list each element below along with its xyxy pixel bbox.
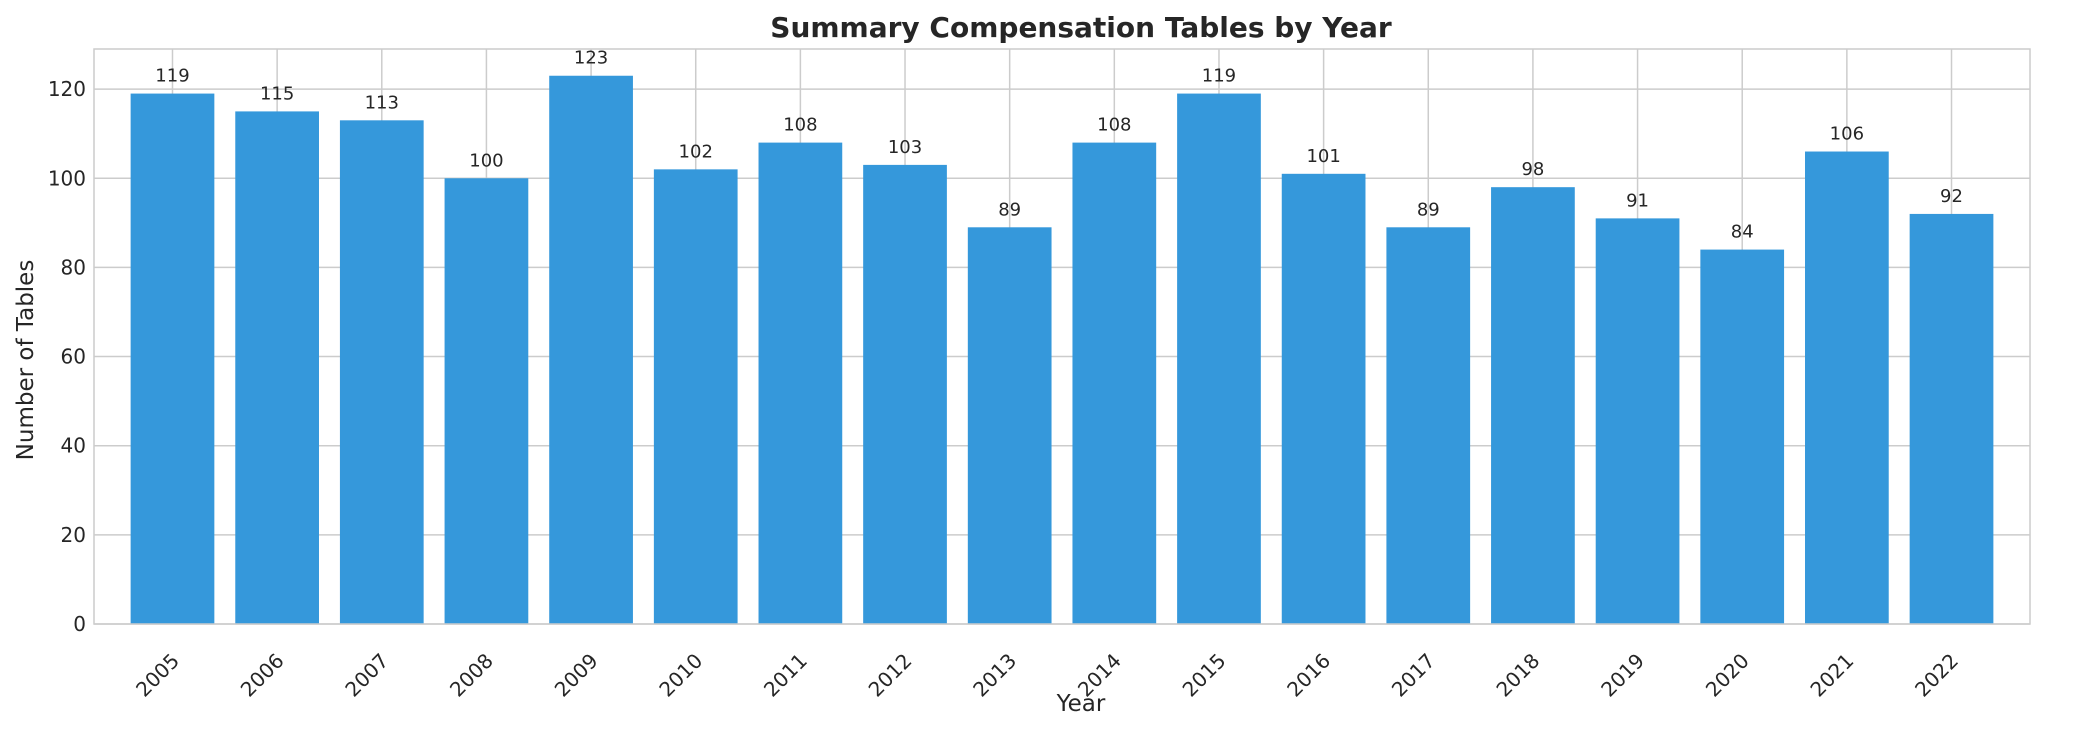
bar-2008 — [444, 178, 529, 625]
data-label-2015: 119 — [1202, 66, 1236, 87]
bar-2005 — [130, 93, 215, 624]
data-label-2014: 108 — [1097, 115, 1131, 136]
x-tick-label: 2006 — [236, 649, 289, 702]
data-label-2006: 115 — [260, 83, 294, 104]
data-labels: 119 115 113 100 123 102 108 103 89 108 119 101 89 98 9… — [155, 48, 1963, 243]
x-tick-label: 2017 — [1387, 649, 1440, 702]
bar-2011 — [758, 142, 843, 624]
data-label-2016: 101 — [1306, 146, 1340, 167]
bar-2006 — [235, 111, 319, 625]
bar-2019 — [1595, 218, 1680, 624]
x-tick-label: 2019 — [1596, 649, 1649, 702]
data-label-2007: 113 — [365, 92, 399, 113]
x-tick-label: 2011 — [759, 649, 812, 702]
bar-2014 — [1072, 142, 1157, 624]
bar-2018 — [1491, 187, 1575, 625]
bar-2007 — [339, 120, 424, 624]
x-tick-label: 2005 — [131, 649, 184, 702]
y-tick-label: 80 — [61, 255, 86, 279]
x-tick-label: 2018 — [1491, 649, 1544, 702]
data-label-2022: 92 — [1940, 186, 1963, 207]
x-tick-label: 2016 — [1282, 649, 1335, 702]
x-tick-label: 2012 — [864, 649, 917, 702]
x-tick-label: 2015 — [1178, 649, 1231, 702]
data-label-2020: 84 — [1731, 222, 1754, 243]
bar-2012 — [863, 164, 947, 624]
bar-2016 — [1281, 173, 1366, 624]
data-label-2011: 108 — [783, 115, 817, 136]
y-tick-label: 60 — [61, 345, 86, 369]
y-tick-label: 120 — [48, 77, 86, 101]
x-tick-label: 2021 — [1805, 649, 1858, 702]
bar-2010 — [653, 169, 738, 625]
x-tick-label: 2020 — [1701, 649, 1754, 702]
bar-2021 — [1805, 151, 1889, 624]
x-tick-label: 2022 — [1910, 649, 1963, 702]
bar-2015 — [1177, 93, 1261, 624]
bar-2022 — [1909, 213, 1994, 624]
data-label-2009: 123 — [574, 48, 608, 69]
data-label-2005: 119 — [155, 66, 189, 87]
x-axis-label: Year — [1056, 691, 1106, 717]
y-tick-label: 100 — [48, 166, 86, 190]
x-tick-label: 2009 — [550, 649, 603, 702]
chart-title: Summary Compensation Tables by Year — [770, 11, 1392, 44]
data-label-2008: 100 — [469, 150, 503, 171]
data-label-2013: 89 — [998, 199, 1021, 220]
data-label-2017: 89 — [1417, 199, 1440, 220]
data-label-2012: 103 — [888, 137, 922, 158]
y-tick-label: 0 — [73, 612, 86, 636]
y-axis-ticks: 0 20 40 60 80 100 120 — [48, 77, 86, 636]
plot-frame — [93, 48, 2031, 625]
bar-2017 — [1386, 227, 1471, 625]
data-label-2021: 106 — [1830, 124, 1864, 145]
data-label-2010: 102 — [679, 141, 713, 162]
data-label-2019: 91 — [1626, 190, 1649, 211]
x-tick-label: 2010 — [654, 649, 707, 702]
y-tick-label: 20 — [61, 523, 86, 547]
bar-2009 — [549, 75, 633, 624]
bar-2013 — [967, 227, 1052, 625]
bar-2020 — [1700, 249, 1785, 624]
y-axis-label: Number of Tables — [13, 260, 39, 461]
y-tick-label: 40 — [61, 434, 86, 458]
bars — [130, 75, 1994, 625]
x-tick-label: 2013 — [968, 649, 1021, 702]
x-tick-label: 2008 — [445, 649, 498, 702]
data-label-2018: 98 — [1521, 159, 1544, 180]
x-tick-label: 2007 — [340, 649, 393, 702]
x-axis-ticks: 2005 2006 2007 2008 2009 2010 2011 2012 2013 2014… — [131, 649, 1963, 702]
